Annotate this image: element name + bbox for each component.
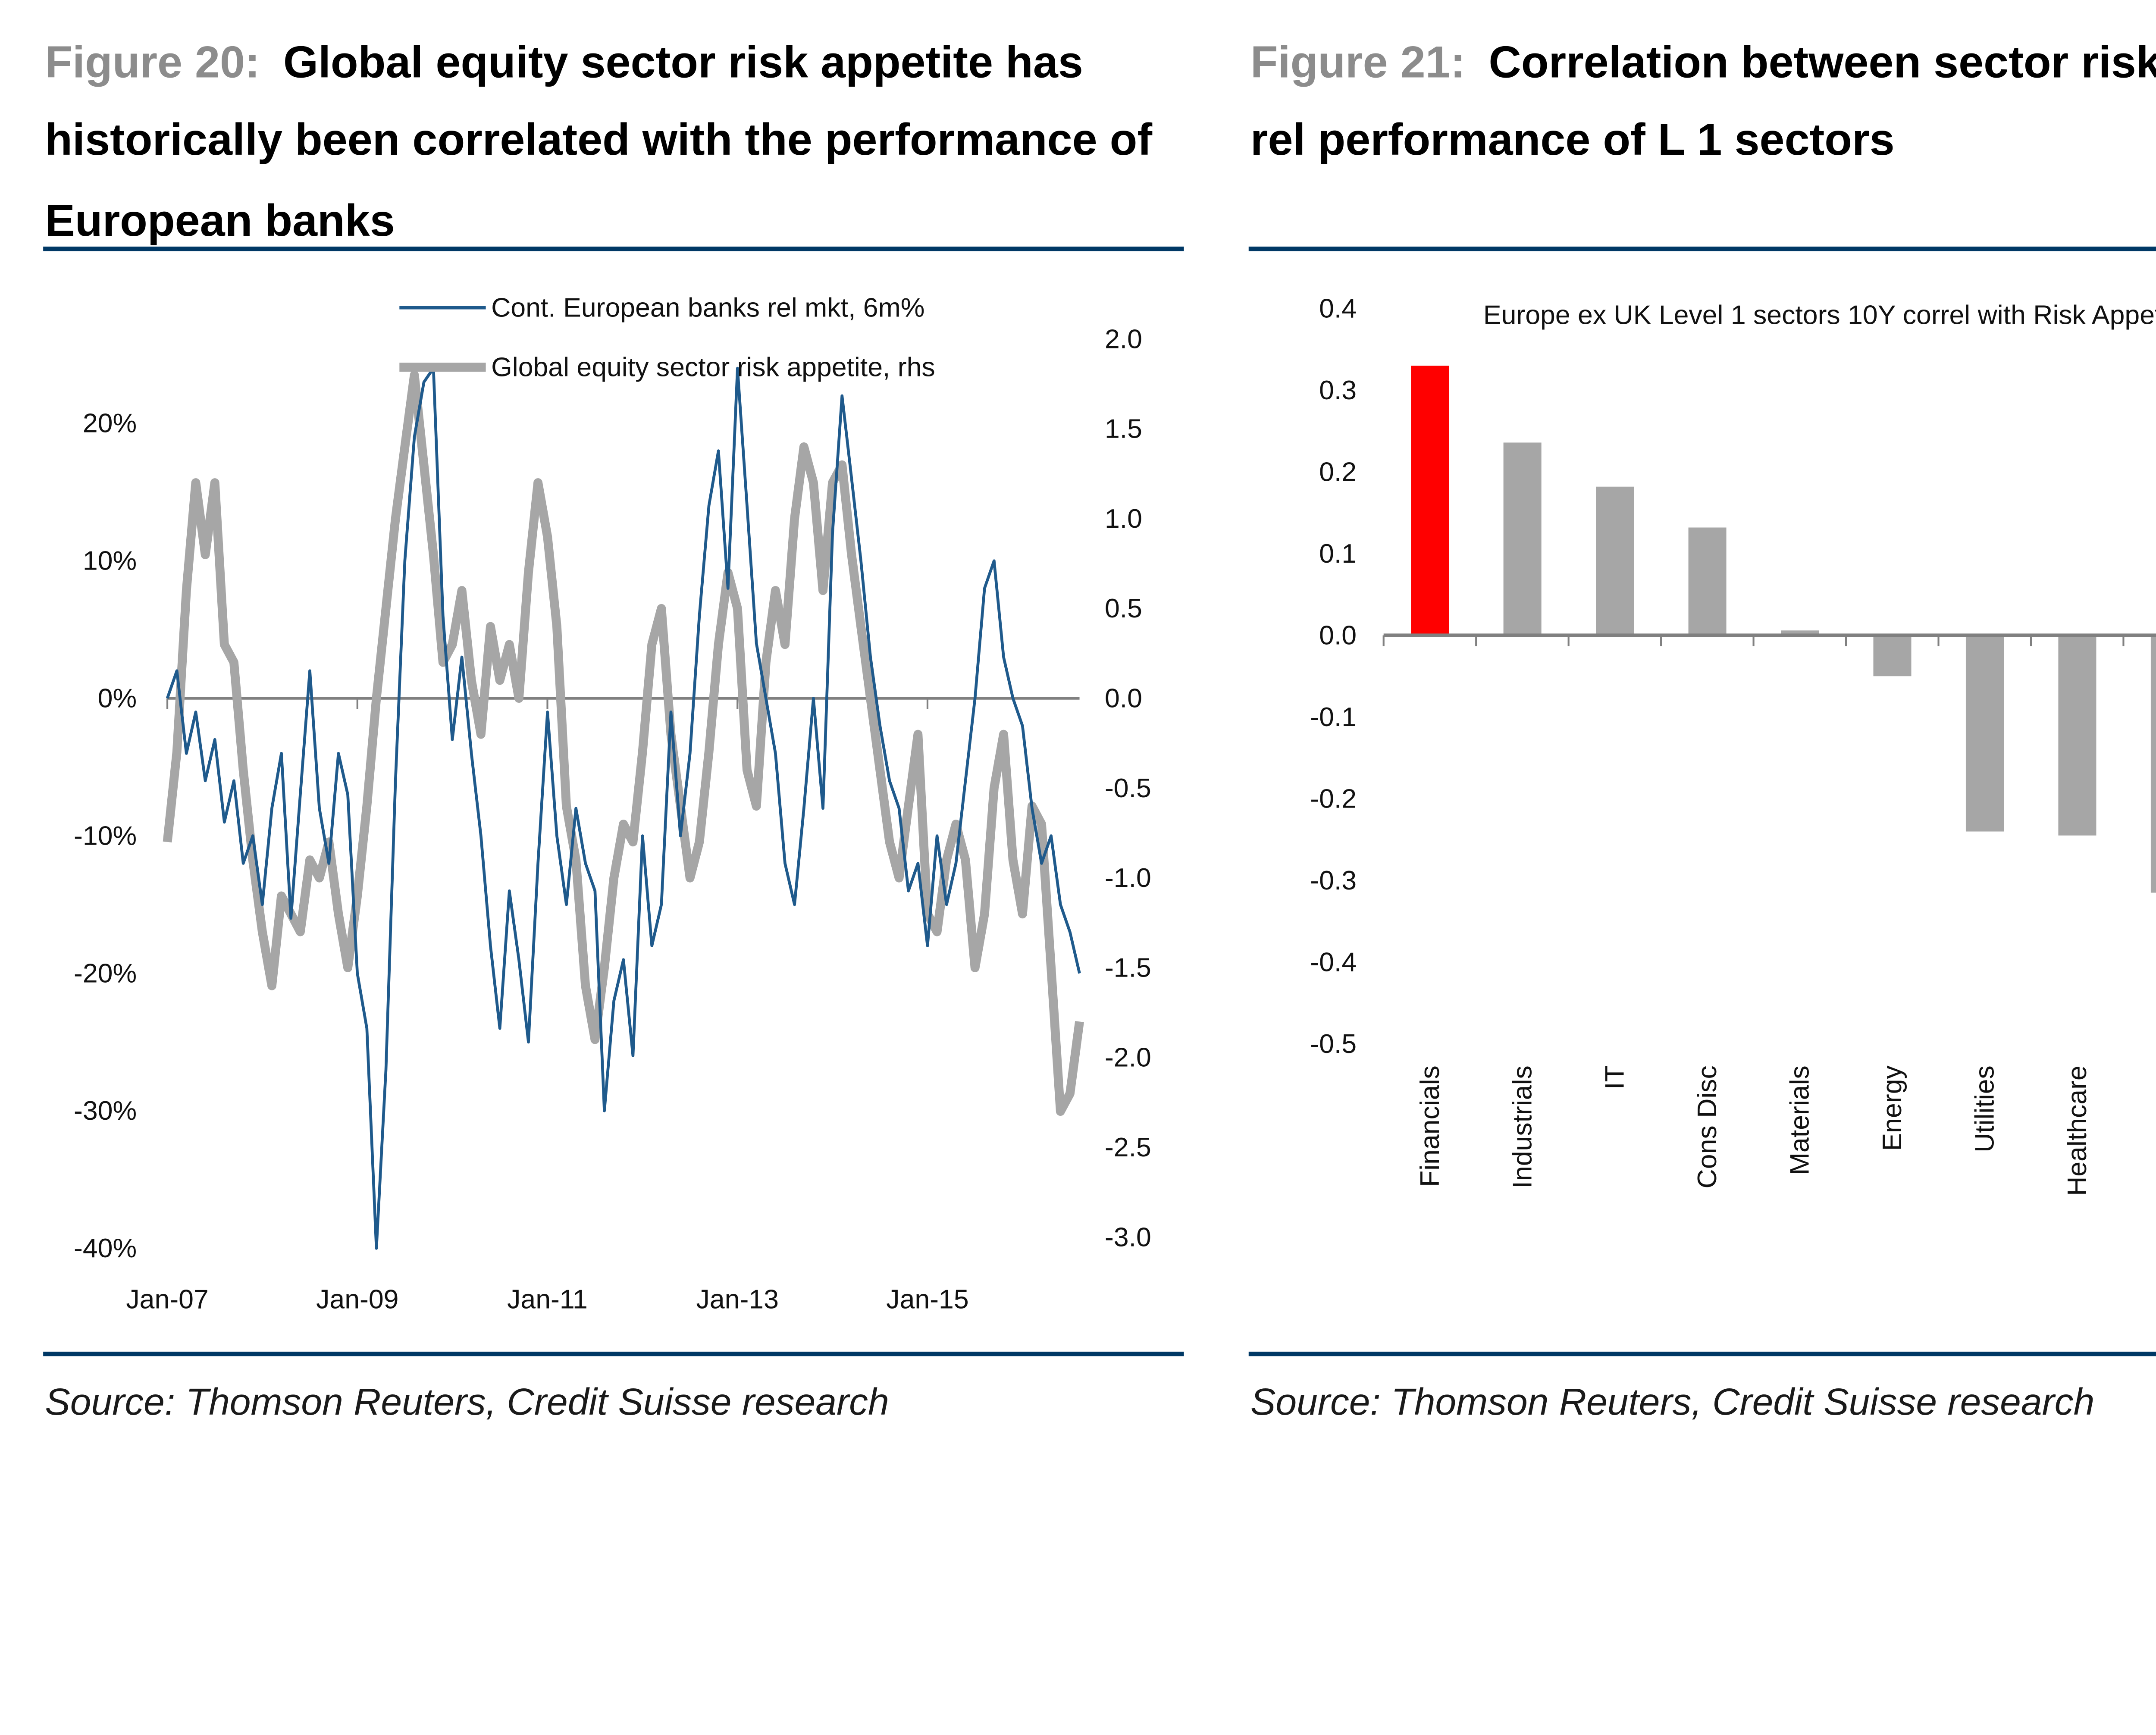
bar-y-axis: 0.4 0.3 0.2 0.1 0.0 -0.1 -0.2 -0.3 -0.4 -0.5 — [1310, 293, 1357, 1059]
right-y-tick-label: -2.5 — [1105, 1132, 1151, 1162]
bar-y-tick-label: 0.3 — [1319, 375, 1357, 405]
series-risk-appetite-line — [163, 370, 1084, 1116]
bar-x-axis-tick-marks — [1382, 635, 2125, 646]
figure-20-label: Figure 20: — [45, 37, 260, 87]
figure-20-line-chart: 20% 10% 0% -10% -20% -30% -40% 2.0 1.5 1.0 0.5 0.0… — [74, 293, 1151, 1315]
left-y-tick-label: -10% — [74, 821, 137, 851]
bar-category-label: IT — [1600, 1065, 1630, 1090]
left-y-tick-label: 10% — [83, 546, 137, 576]
left-y-tick-label: -40% — [74, 1233, 137, 1263]
bar-y-tick-label: 0.4 — [1319, 293, 1357, 323]
bar-telecom — [2150, 635, 2156, 893]
right-y-tick-label: 1.5 — [1105, 414, 1142, 444]
x-tick-label: Jan-11 — [507, 1284, 588, 1315]
bar-industrials — [1503, 442, 1542, 636]
legend-label-banks: Cont. European banks rel mkt, 6m% — [491, 293, 924, 323]
x-axis-tick-marks — [166, 698, 929, 709]
bars — [1411, 366, 2156, 893]
figure-21-title-text-1: Correlation between sector risk appetite… — [1489, 37, 2156, 87]
left-y-tick-label: 0% — [98, 683, 137, 713]
legend: Cont. European banks rel mkt, 6m% Global… — [399, 293, 935, 382]
right-y-tick-label: 0.0 — [1105, 683, 1142, 713]
right-y-tick-label: -1.0 — [1105, 863, 1151, 893]
right-y-tick-label: 1.0 — [1105, 504, 1142, 534]
series-european-banks-line — [166, 366, 1081, 1250]
bar-category-label: Cons Disc — [1692, 1065, 1722, 1188]
bar-it — [1596, 486, 1634, 636]
figure-21-title-line-2: rel performance of L 1 sectors — [1250, 115, 1895, 165]
right-y-tick-label: 2.0 — [1105, 324, 1142, 354]
figure-21-header: Figure 21: Correlation between sector ri… — [1248, 37, 2156, 251]
right-y-tick-label: -0.5 — [1105, 773, 1151, 803]
left-y-axis: 20% 10% 0% -10% -20% -30% -40% — [74, 408, 137, 1264]
bar-healthcare — [2058, 635, 2096, 836]
bar-utilities — [1965, 635, 2004, 832]
figure-20-source: Source: Thomson Reuters, Credit Suisse r… — [45, 1381, 889, 1423]
bar-category-label: Healthcare — [2062, 1065, 2092, 1196]
x-axis: Jan-07 Jan-09 Jan-11 Jan-13 Jan-15 — [126, 1284, 968, 1315]
figure-21-title-line-1: Figure 21: Correlation between sector ri… — [1250, 37, 2156, 87]
bar-y-tick-label: 0.0 — [1319, 620, 1357, 650]
bar-category-labels: Financials Industrials IT Cons Disc Material… — [1415, 1065, 2156, 1196]
left-y-tick-label: -20% — [74, 958, 137, 988]
figure-20-header: Figure 20: Global equity sector risk app… — [43, 37, 1184, 251]
figure-20-title-line-1: Figure 20: Global equity sector risk app… — [45, 37, 1083, 87]
figure-20-title-line-3: European banks — [45, 196, 395, 246]
x-tick-label: Jan-07 — [126, 1284, 208, 1315]
right-y-tick-label: -1.5 — [1105, 952, 1151, 983]
bar-energy — [1873, 635, 1912, 676]
bar-cons-disc — [1688, 527, 1727, 636]
bar-y-tick-label: 0.2 — [1319, 457, 1357, 487]
bar-category-label: Utilities — [1970, 1065, 2000, 1152]
figure-21-top-rule — [1248, 246, 2156, 251]
right-y-tick-label: -2.0 — [1105, 1043, 1151, 1073]
figure-20-title-text-1: Global equity sector risk appetite has — [283, 37, 1083, 87]
x-tick-label: Jan-15 — [886, 1284, 968, 1315]
right-y-tick-label: 0.5 — [1105, 593, 1142, 623]
bar-chart-title: Europe ex UK Level 1 sectors 10Y correl … — [1483, 300, 2156, 330]
bar-materials — [1781, 630, 1819, 636]
bar-category-label: Telecom — [2155, 1065, 2156, 1166]
right-y-axis: 2.0 1.5 1.0 0.5 0.0 -0.5 -1.0 -1.5 -2.0 -2.5 -3.0 — [1105, 324, 1151, 1252]
bar-category-label: Financials — [1415, 1065, 1445, 1187]
x-tick-label: Jan-09 — [316, 1284, 398, 1315]
figure-21-label: Figure 21: — [1250, 37, 1465, 87]
bar-y-tick-label: -0.1 — [1310, 702, 1357, 732]
left-y-tick-label: 20% — [83, 408, 137, 438]
left-y-tick-label: -30% — [74, 1096, 137, 1126]
bar-y-tick-label: 0.1 — [1319, 539, 1357, 569]
bar-category-label: Energy — [1877, 1065, 1907, 1151]
figure-21-bar-chart: Europe ex UK Level 1 sectors 10Y correl … — [1310, 293, 2156, 1196]
bar-category-label: Materials — [1785, 1065, 1815, 1175]
bar-y-tick-label: -0.5 — [1310, 1029, 1357, 1059]
figure-21-source: Source: Thomson Reuters, Credit Suisse r… — [1250, 1381, 2094, 1423]
bar-y-tick-label: -0.3 — [1310, 865, 1357, 896]
bar-y-tick-label: -0.2 — [1310, 783, 1357, 814]
bar-y-tick-label: -0.4 — [1310, 947, 1357, 977]
figure-20-title-line-2: historically been correlated with the pe… — [45, 115, 1152, 165]
bar-category-label: Industrials — [1507, 1065, 1537, 1188]
bar-financials — [1411, 366, 1449, 636]
right-y-tick-label: -3.0 — [1105, 1222, 1151, 1252]
x-tick-label: Jan-13 — [696, 1284, 779, 1315]
figure-20-top-rule — [43, 246, 1184, 251]
figure-21-bottom-rule — [1248, 1351, 2156, 1356]
figure-20-bottom-rule — [43, 1351, 1184, 1356]
legend-label-risk: Global equity sector risk appetite, rhs — [491, 352, 935, 382]
